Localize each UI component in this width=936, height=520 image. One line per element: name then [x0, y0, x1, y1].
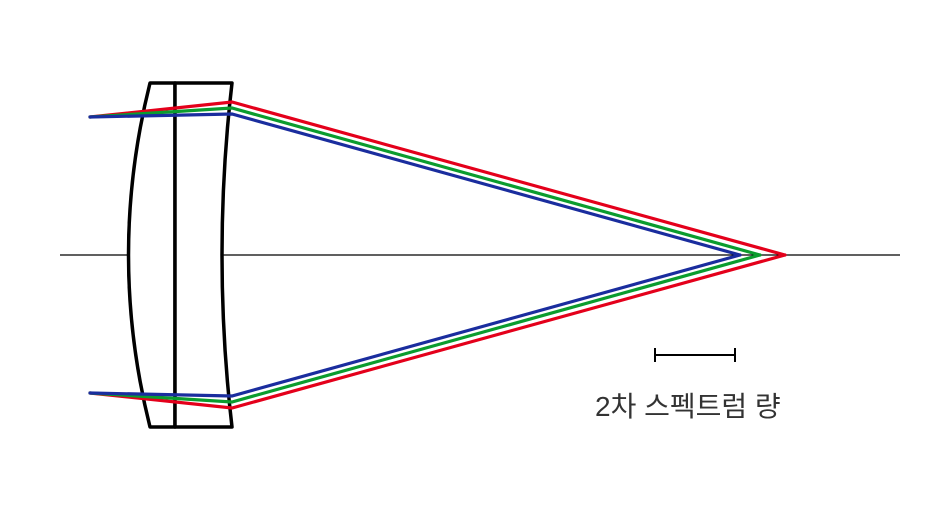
secondary-spectrum-label: 2차 스펙트럼 량 [595, 385, 781, 425]
lens-diagram [0, 0, 936, 520]
